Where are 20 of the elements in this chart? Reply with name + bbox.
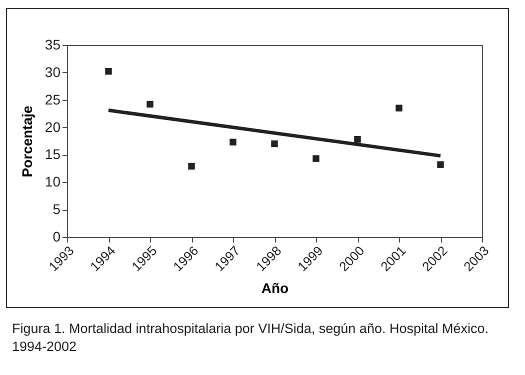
point	[354, 136, 361, 143]
point	[188, 162, 195, 170]
y-tick-label: 10	[44, 174, 61, 190]
y-axis-title: Porcentaje	[18, 105, 35, 178]
point	[271, 140, 278, 148]
point	[437, 161, 444, 168]
y-tick-label: 5	[52, 201, 61, 218]
y-tick-label: 15	[44, 146, 61, 162]
y-tick-label: 30	[44, 64, 61, 80]
point	[105, 68, 112, 75]
y-tick-label: 35	[44, 36, 61, 52]
point	[312, 155, 320, 162]
point	[230, 138, 236, 146]
point	[146, 100, 154, 108]
y-tick-label: 20	[44, 118, 61, 135]
y-tick-label: 0	[52, 228, 61, 244]
y-tick-label: 25	[44, 91, 61, 108]
x-axis-title: Año	[261, 280, 289, 296]
text: Figura 1. Mortalidad intrahospitalaria por VIH/Sida, según año. Hospital México. 1994-2002	[12, 320, 490, 356]
point	[396, 104, 402, 112]
